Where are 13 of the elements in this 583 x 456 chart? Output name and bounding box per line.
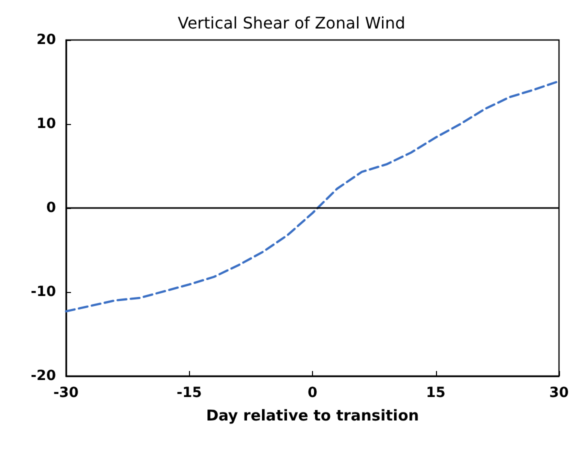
- chart-title: Vertical Shear of Zonal Wind: [178, 14, 406, 32]
- y-tick-label: 10: [36, 116, 56, 132]
- x-axis-title: Day relative to transition: [206, 406, 419, 424]
- y-tick-label: 0: [46, 200, 56, 216]
- y-tick-label: -10: [30, 284, 56, 300]
- x-tick-label: 30: [549, 385, 569, 401]
- y-tick-label: 20: [36, 32, 56, 48]
- x-tick-label: -30: [53, 385, 79, 401]
- x-tick-label: 15: [426, 385, 446, 401]
- y-tick-label: -20: [30, 368, 56, 384]
- line-series: [64, 80, 560, 312]
- x-tick-label: -15: [176, 385, 202, 401]
- x-tick-label: 0: [308, 385, 318, 401]
